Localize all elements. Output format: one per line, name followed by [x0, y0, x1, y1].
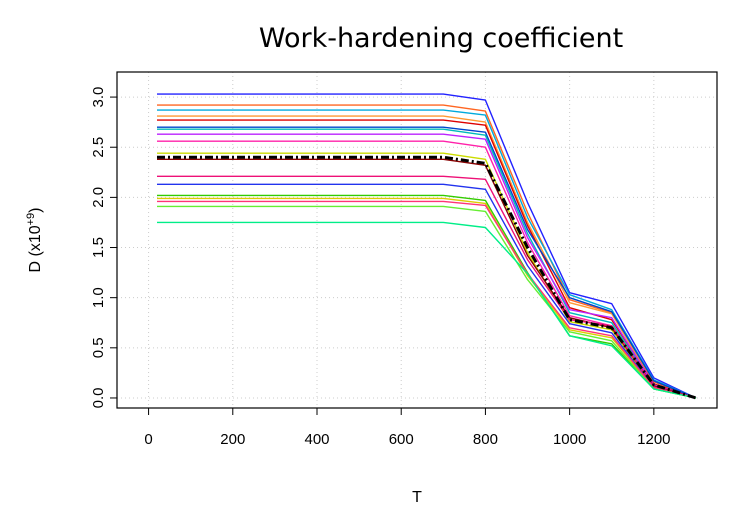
y-axis-label-end: )	[27, 208, 44, 213]
series-line-13	[157, 183, 697, 399]
series-line-17	[157, 205, 697, 399]
x-tick-label: 0	[144, 431, 152, 448]
y-axis: 0.0 0.5 1.0 1.5 2.0 2.5 3.0	[90, 87, 117, 409]
series-line-12	[157, 175, 697, 399]
series-line-2	[157, 104, 697, 399]
y-axis-label: D (x10+9)	[25, 208, 44, 273]
x-axis-label: T	[412, 489, 422, 506]
series-line-14	[157, 194, 697, 399]
y-tick-label: 2.5	[90, 137, 107, 158]
series-line-15	[157, 197, 697, 399]
x-tick-label: 600	[389, 431, 414, 448]
x-axis: 0 200 400 600 800 1000 1200	[144, 408, 671, 448]
series-line-10	[157, 152, 697, 399]
series-line-6	[157, 126, 697, 399]
y-tick-label: 0.5	[90, 337, 107, 358]
series-line-8	[157, 133, 697, 399]
series-line-19	[157, 155, 697, 400]
x-tick-label: 200	[220, 431, 245, 448]
series-group	[157, 93, 697, 400]
series-line-5	[157, 119, 697, 399]
y-axis-label-main: D (x10	[27, 225, 44, 272]
series-line-16	[157, 200, 697, 399]
y-tick-label: 0.0	[90, 388, 107, 409]
y-tick-label: 1.0	[90, 287, 107, 308]
y-tick-label: 1.5	[90, 237, 107, 258]
chart-title: Work-hardening coefficient	[259, 23, 623, 54]
x-tick-label: 1200	[637, 431, 670, 448]
series-line-9	[157, 140, 697, 399]
y-axis-label-sup: +9	[25, 213, 37, 226]
x-tick-label: 1000	[553, 431, 586, 448]
series-line-18	[157, 221, 697, 399]
plot-frame	[116, 71, 718, 409]
y-tick-label: 3.0	[90, 87, 107, 108]
x-tick-label: 400	[304, 431, 329, 448]
series-line-7	[157, 128, 697, 399]
series-line-1	[157, 93, 697, 399]
x-tick-label: 800	[473, 431, 498, 448]
y-tick-label: 2.0	[90, 187, 107, 208]
grid	[117, 72, 717, 408]
